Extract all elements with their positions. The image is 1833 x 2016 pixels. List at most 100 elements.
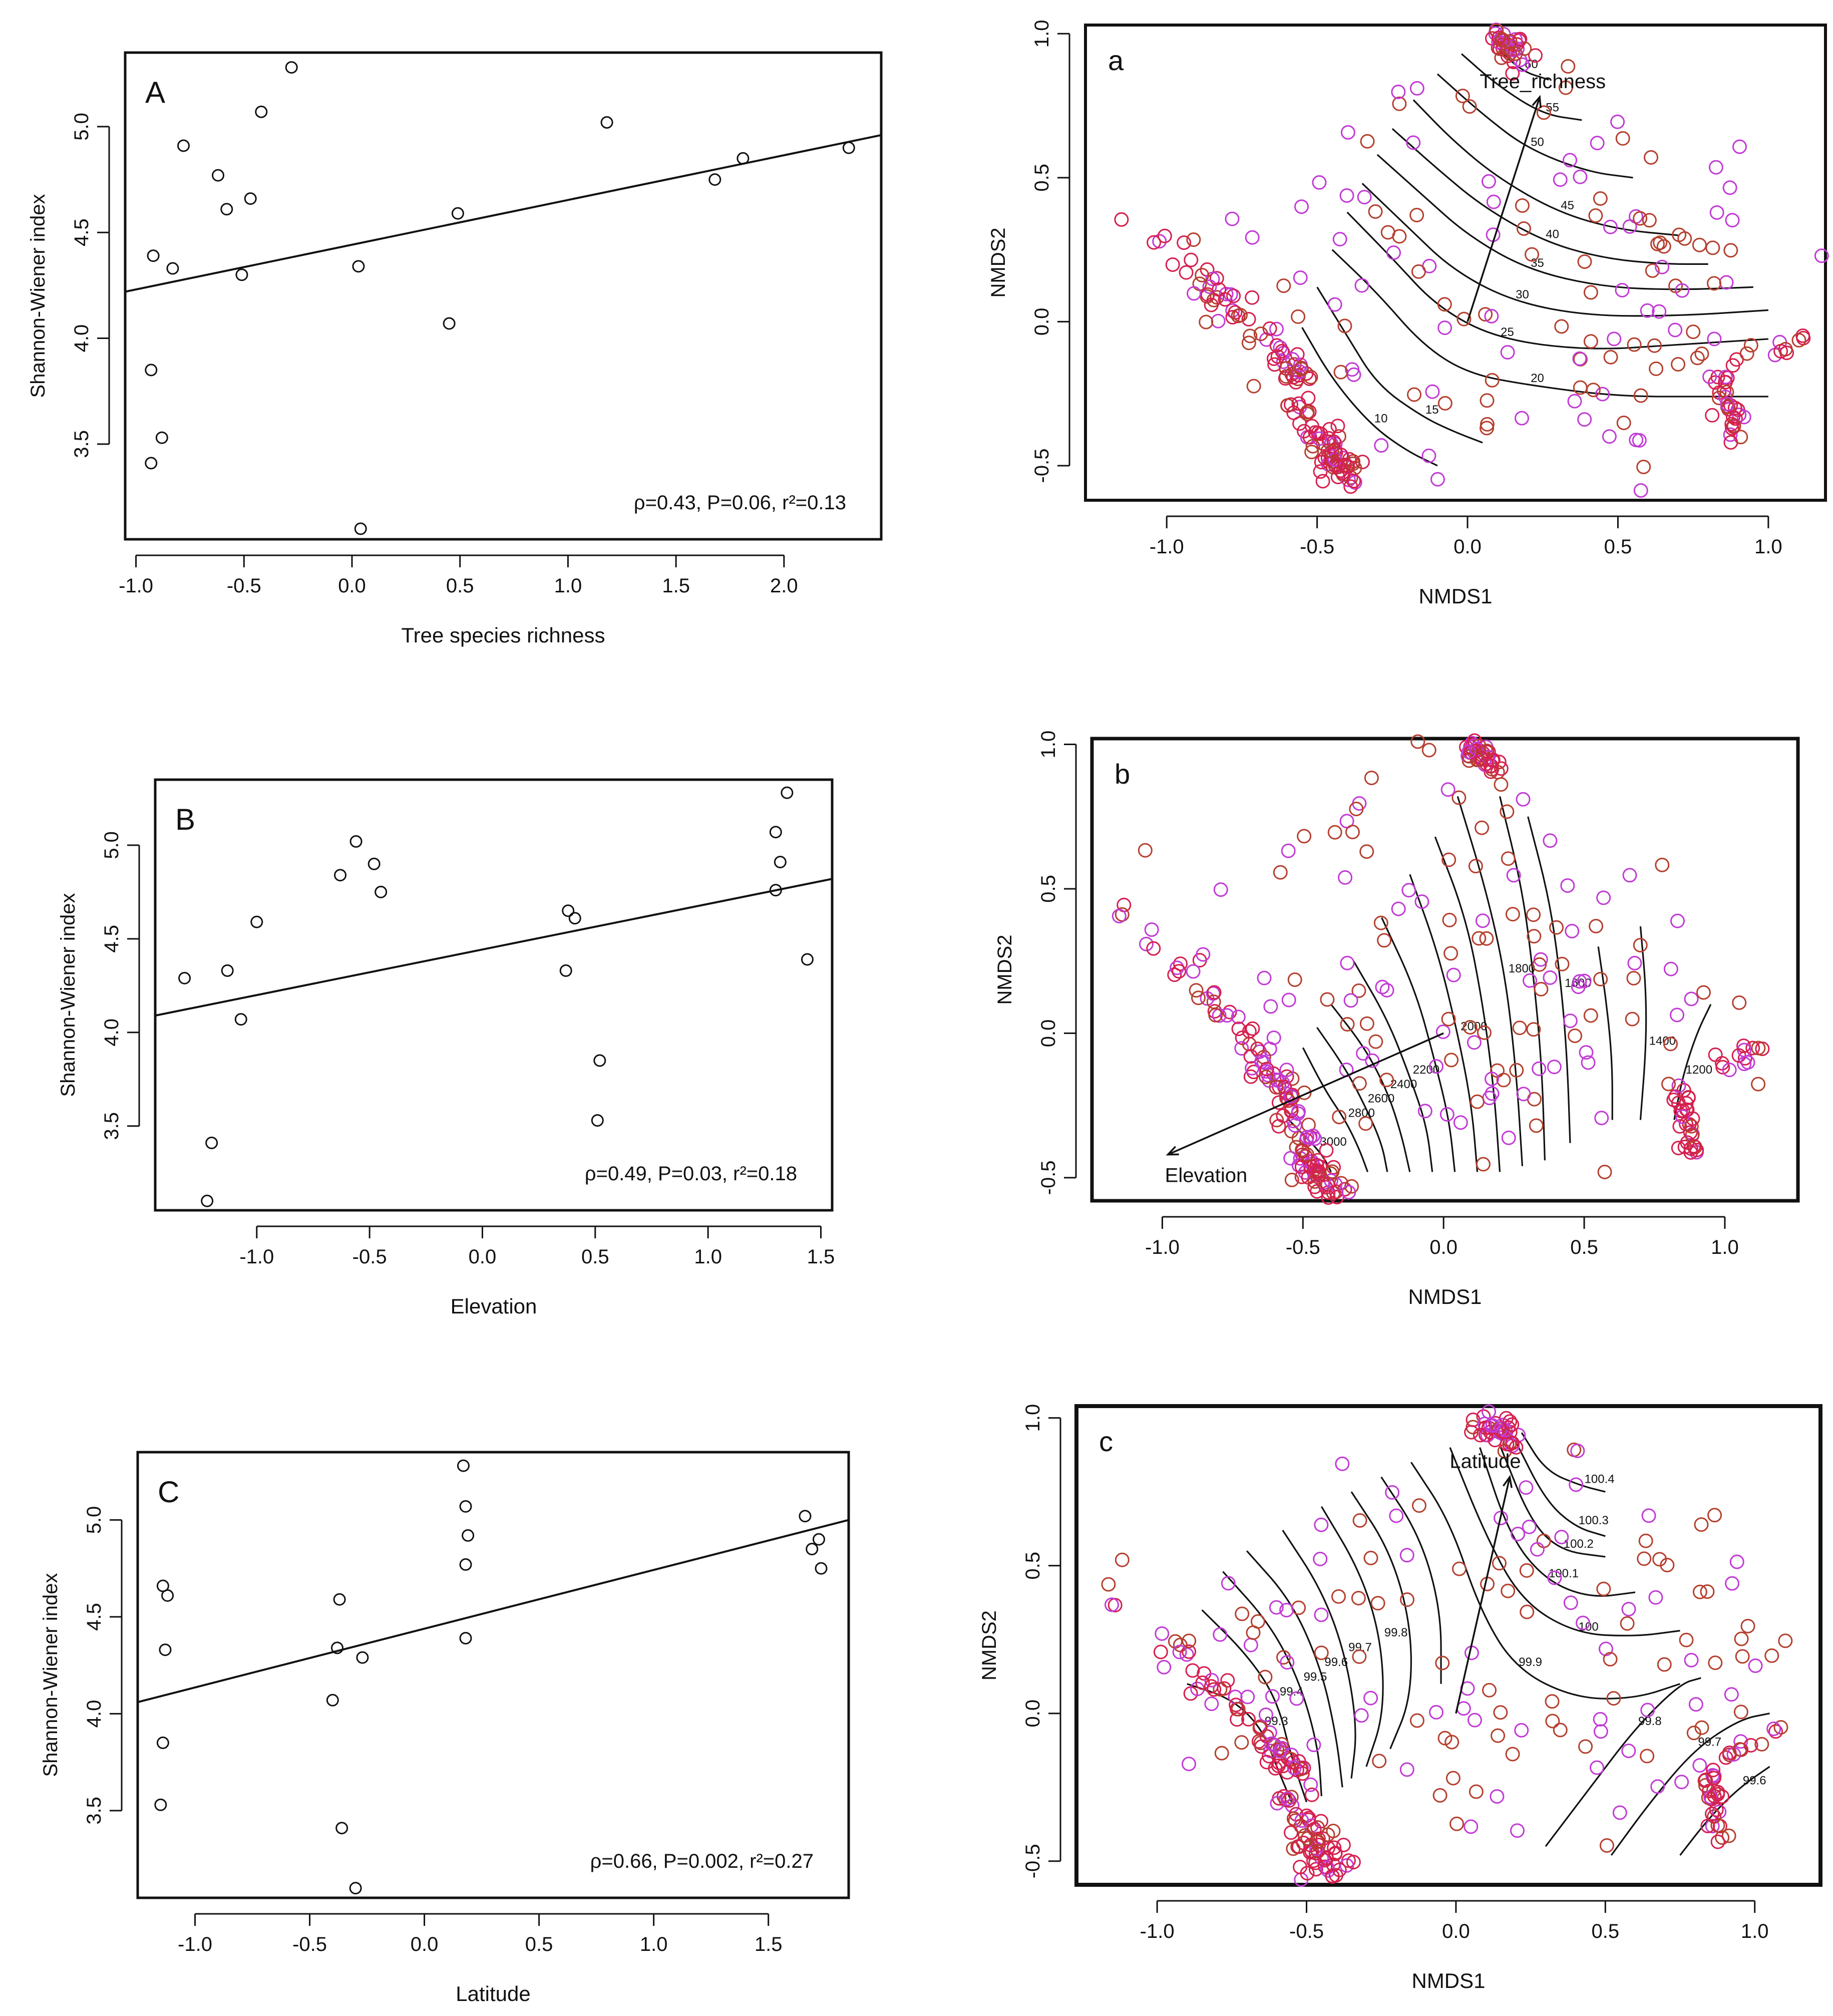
site-point xyxy=(1597,1164,1612,1179)
site-point xyxy=(1625,1012,1640,1027)
site-point xyxy=(1754,1737,1769,1752)
x-tick-label: -1.0 xyxy=(178,1933,212,1955)
site-point xyxy=(1491,40,1506,55)
site-point xyxy=(1561,59,1576,74)
site-point xyxy=(1583,285,1598,300)
site-point xyxy=(1719,385,1734,400)
site-point xyxy=(1287,1761,1302,1776)
contour-label: 10 xyxy=(1374,412,1388,425)
site-point xyxy=(1475,913,1490,928)
regression-line xyxy=(125,134,882,293)
contour-line xyxy=(1381,917,1456,1172)
site-point xyxy=(1320,1860,1335,1875)
site-point xyxy=(1442,912,1457,927)
x-axis-title: Tree species richness xyxy=(402,623,605,647)
site-point xyxy=(1516,221,1531,236)
contour-line xyxy=(1282,1529,1356,1779)
vector-label: Elevation xyxy=(1165,1165,1248,1187)
site-point xyxy=(1115,907,1130,922)
site-point xyxy=(1725,213,1740,228)
site-point xyxy=(1692,237,1707,252)
data-point xyxy=(368,857,381,870)
site-point xyxy=(1451,790,1467,805)
site-point xyxy=(1429,1059,1444,1074)
site-point xyxy=(1633,211,1648,226)
data-point xyxy=(235,268,248,281)
site-point xyxy=(1339,1858,1354,1873)
contour-line xyxy=(1376,154,1753,290)
site-point xyxy=(1306,1737,1321,1752)
site-point xyxy=(1307,1174,1322,1189)
contour-line xyxy=(1500,1447,1606,1558)
site-point xyxy=(1626,971,1641,986)
x-tick-label: 0.5 xyxy=(1592,1920,1620,1942)
site-point xyxy=(1505,1436,1520,1451)
site-point xyxy=(1555,956,1570,971)
stats-annotation: ρ=0.49, P=0.03, r²=0.18 xyxy=(585,1163,797,1185)
site-point xyxy=(1475,820,1490,835)
plot-frame xyxy=(154,778,834,1212)
data-point xyxy=(600,116,613,129)
site-point xyxy=(1675,1103,1690,1118)
site-point xyxy=(1267,1738,1282,1753)
site-point xyxy=(1516,792,1531,807)
x-tick-label: 1.0 xyxy=(640,1933,668,1955)
site-point xyxy=(1374,438,1389,453)
x-tick-label: 0.5 xyxy=(581,1246,609,1268)
site-point xyxy=(1684,1119,1699,1134)
y-tick-label: 3.5 xyxy=(101,1112,123,1140)
site-point xyxy=(1545,1694,1560,1709)
site-point xyxy=(1644,150,1659,165)
site-point xyxy=(1663,961,1678,976)
site-point xyxy=(1399,1548,1414,1563)
site-point xyxy=(1334,448,1349,463)
y-tick-label: 4.5 xyxy=(71,218,93,246)
site-point xyxy=(1297,1085,1312,1100)
site-point xyxy=(1480,393,1495,408)
site-point xyxy=(1590,136,1605,151)
site-point xyxy=(1437,297,1452,312)
contour-label: 20 xyxy=(1531,372,1544,385)
site-point xyxy=(1324,444,1339,459)
site-point xyxy=(1310,1844,1325,1859)
site-point xyxy=(1299,1130,1314,1145)
site-point xyxy=(1294,1813,1309,1828)
vector-arrowhead xyxy=(1166,1146,1179,1156)
site-point xyxy=(1506,868,1521,883)
site-point xyxy=(1684,1652,1699,1667)
site-point xyxy=(1707,331,1722,347)
x-tick-label: -1.0 xyxy=(1140,1920,1175,1942)
x-tick-label: 0.0 xyxy=(1442,1920,1470,1942)
site-point xyxy=(1354,278,1369,293)
site-point xyxy=(1200,287,1215,302)
stats-annotation: ρ=0.43, P=0.06, r²=0.13 xyxy=(634,492,846,514)
site-point xyxy=(1208,1007,1223,1023)
site-point xyxy=(1213,1682,1228,1697)
site-point xyxy=(1245,290,1260,305)
site-point xyxy=(1709,1802,1724,1817)
site-point xyxy=(1339,188,1354,203)
site-point xyxy=(1410,734,1425,749)
site-point xyxy=(1621,1601,1636,1616)
site-point xyxy=(1589,1760,1604,1775)
site-point xyxy=(1621,1743,1636,1758)
contour-line xyxy=(1434,836,1501,1172)
data-point xyxy=(205,1136,218,1149)
site-point xyxy=(1325,1868,1340,1883)
contour-line xyxy=(1410,1462,1681,1700)
site-point xyxy=(1305,439,1320,454)
site-point xyxy=(1467,1713,1482,1728)
site-point xyxy=(1709,205,1724,220)
site-point xyxy=(1666,1092,1681,1107)
site-point xyxy=(1246,1625,1261,1640)
contour-line xyxy=(1301,327,1438,467)
site-point xyxy=(1309,1158,1324,1173)
data-point xyxy=(806,1542,819,1555)
data-point xyxy=(250,915,263,928)
site-point xyxy=(1377,933,1392,948)
site-point xyxy=(1532,957,1547,972)
site-point xyxy=(1231,1022,1246,1037)
site-point xyxy=(1708,1655,1723,1670)
site-point xyxy=(1603,1652,1618,1667)
y-tick-label: 1.0 xyxy=(1022,1404,1044,1432)
